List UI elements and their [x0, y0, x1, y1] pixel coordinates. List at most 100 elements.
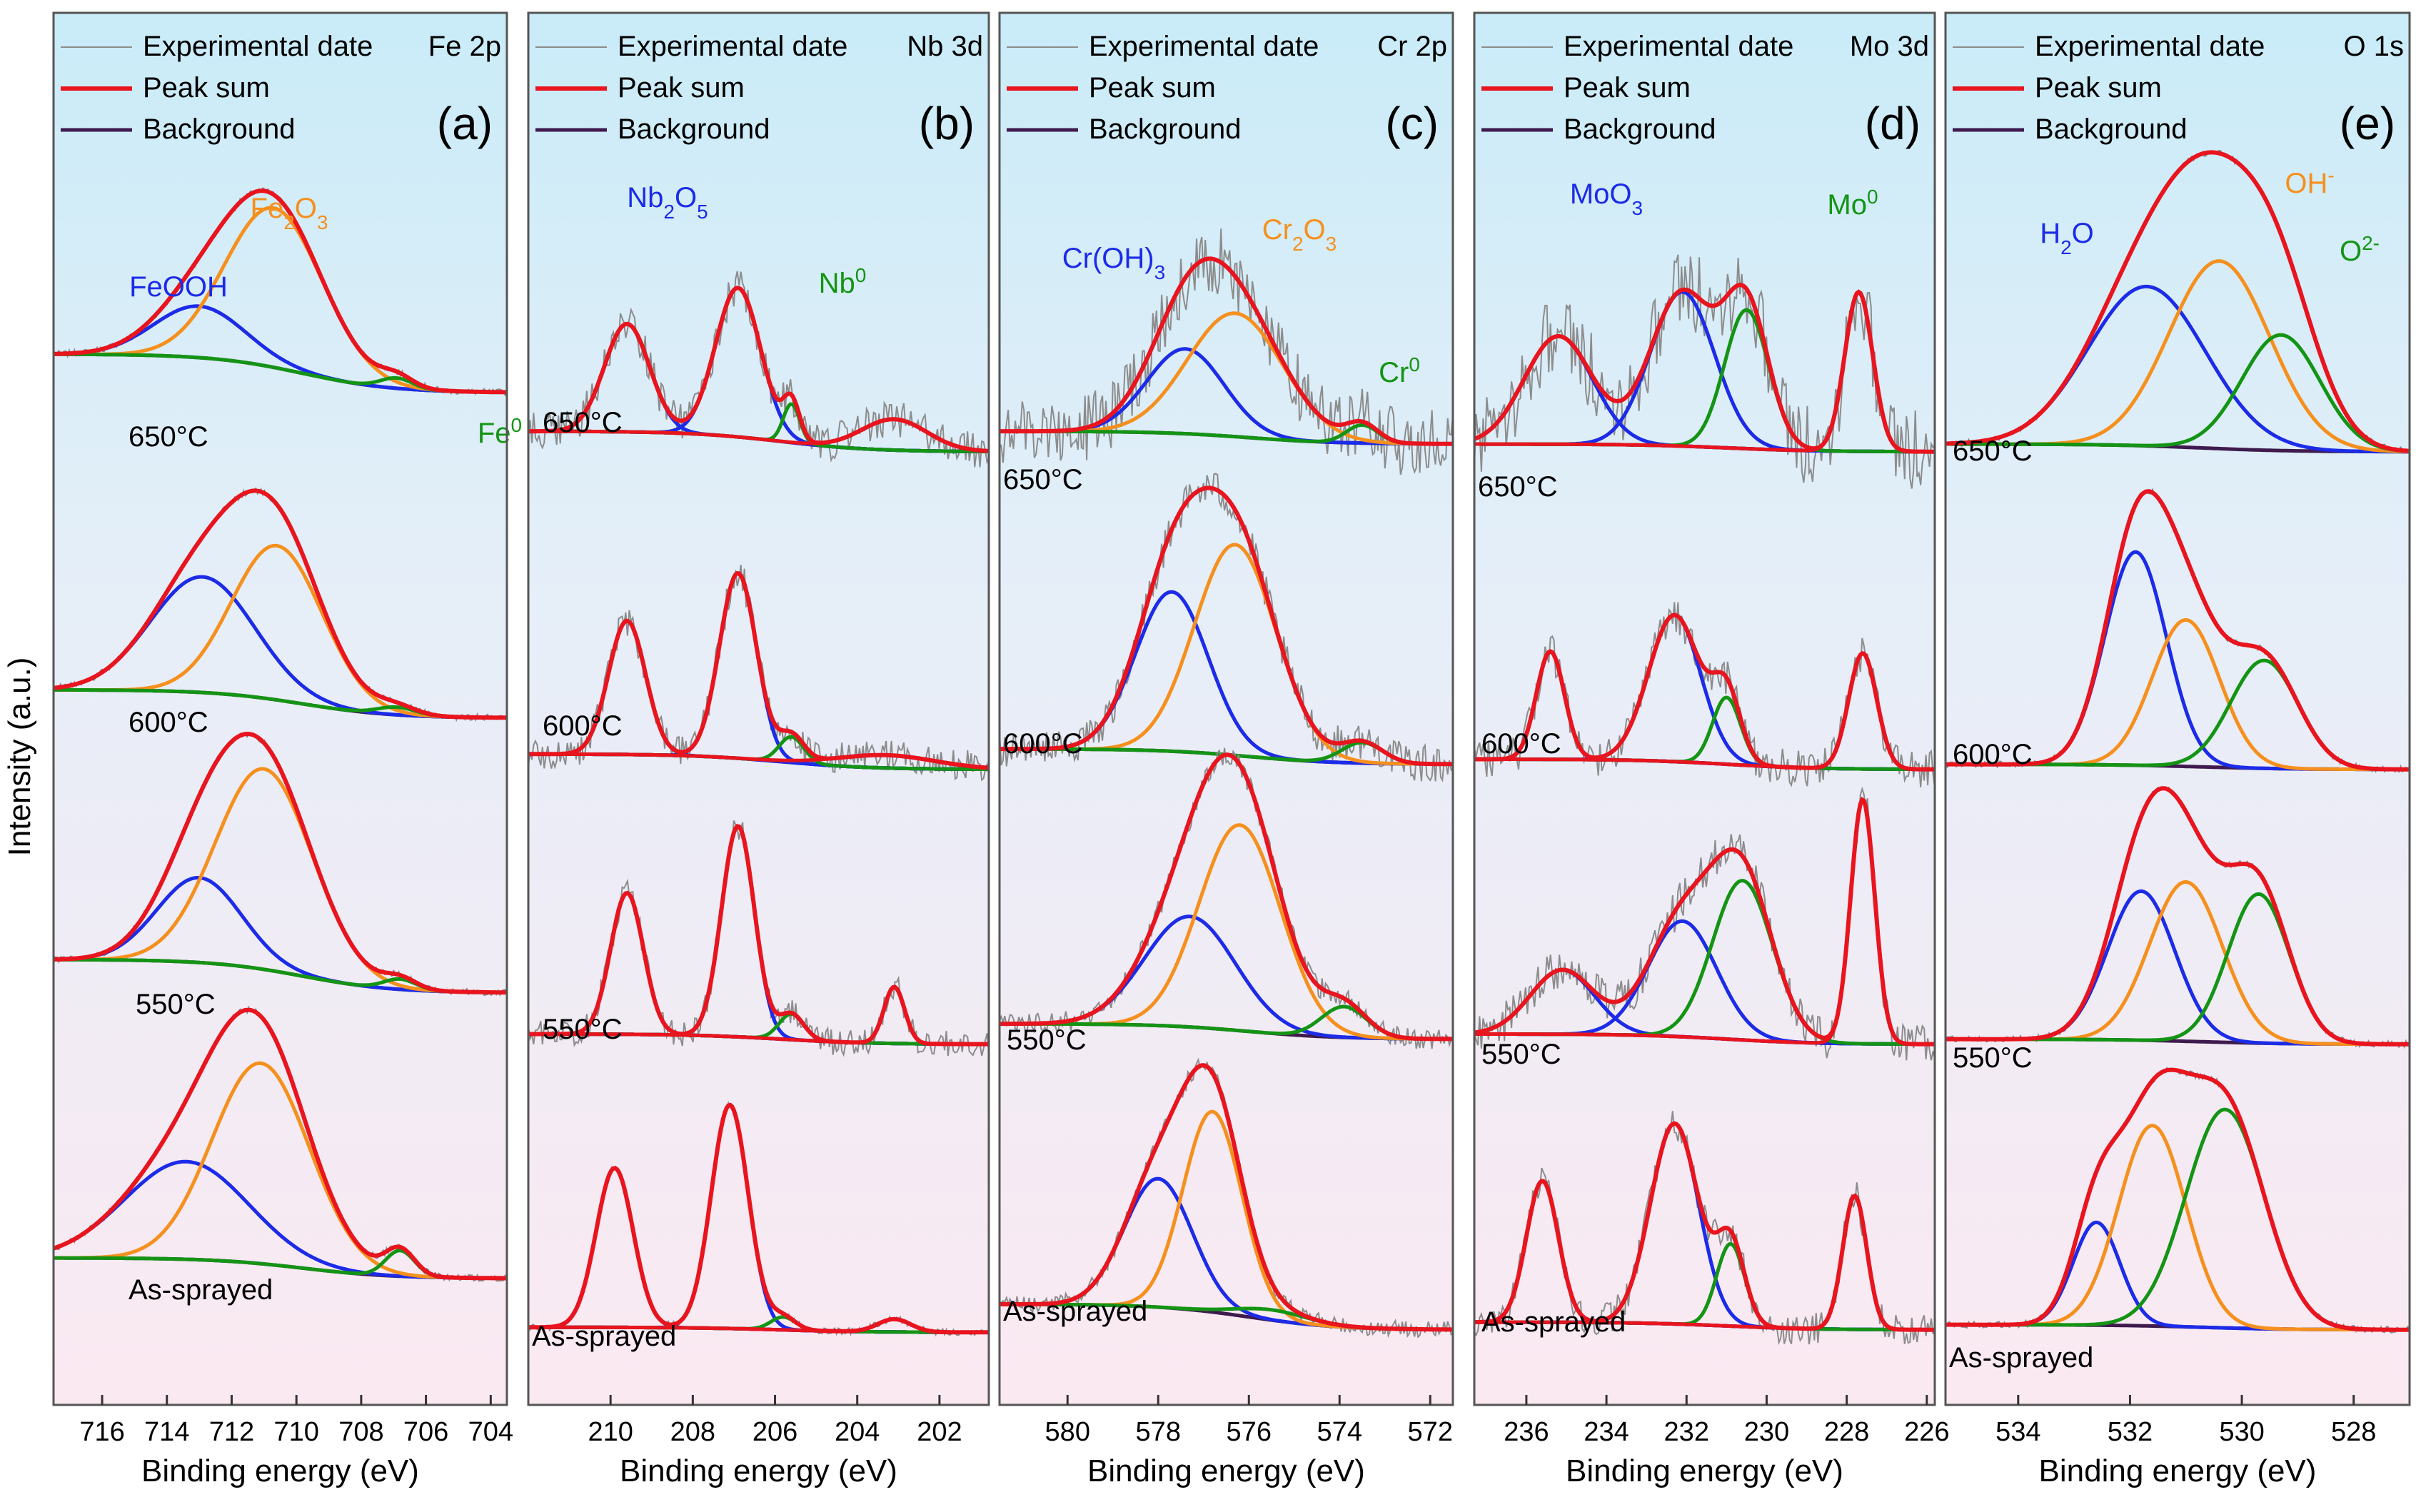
legend-label-background: Background [1564, 114, 1716, 145]
panel-background [1000, 13, 1453, 1405]
panel-title: Mo 3d [1850, 31, 1929, 62]
panel-frame [527, 11, 990, 1406]
x-tick-label: 210 [588, 1417, 633, 1447]
panel-letter: (d) [1865, 98, 1921, 149]
series-label: 550°C [1007, 1024, 1087, 1056]
spectrum-600-c [999, 473, 1454, 782]
legend-label-experimental: Experimental date [618, 31, 847, 62]
spectrum-550-c [1474, 786, 1936, 1061]
peak-label-part: 2 [1292, 233, 1304, 255]
x-tick-label: 712 [209, 1417, 254, 1447]
x-tick-label: 530 [2219, 1417, 2264, 1447]
component-peak-orange [54, 1061, 507, 1280]
legend-label-peak-sum: Peak sum [618, 72, 745, 104]
series-label: 650°C [1478, 471, 1558, 503]
panel-title: O 1s [2344, 31, 2404, 62]
series-label: As-sprayed [532, 1321, 676, 1352]
peak-label-part: O [675, 182, 697, 213]
peak-label-part: H [2040, 218, 2060, 249]
panel-letter: (a) [437, 98, 493, 149]
peak-label-nb: Nb0 [819, 264, 867, 300]
spectrum-600-c [1945, 488, 2410, 774]
x-axis-label: Binding energy (eV) [141, 1453, 419, 1488]
spectrum-as-sprayed [528, 1100, 990, 1337]
x-tick-label: 228 [1824, 1417, 1869, 1447]
legend: Experimental date O 1s Peak sum Background [1953, 31, 2404, 145]
x-tick-label: 572 [1408, 1417, 1453, 1447]
x-tick-label: 716 [79, 1417, 124, 1447]
peak-label-part: Nb [819, 268, 855, 299]
peak-sum-line [1000, 1063, 1453, 1332]
peak-label-nbo: Nb2O5 [627, 182, 708, 223]
spectrum-600-c [53, 487, 508, 722]
experimental-data-line [528, 271, 990, 468]
spectrum-650-c [53, 187, 508, 397]
spectrum-650-c [1945, 149, 2410, 455]
x-tick-label: 230 [1744, 1417, 1789, 1447]
series-label: 600°C [1953, 739, 2033, 770]
x-axis-label: Binding energy (eV) [2039, 1453, 2317, 1488]
series-label: 550°C [1953, 1042, 2033, 1074]
peak-sum-line [1000, 752, 1453, 1042]
x-tick-label: 226 [1904, 1417, 1949, 1447]
legend-label-peak-sum: Peak sum [1564, 72, 1691, 104]
legend-label-background: Background [618, 114, 770, 145]
x-tick-label: 710 [273, 1417, 318, 1447]
peak-sum-line [528, 1102, 989, 1335]
peak-label-part: MoO [1570, 178, 1632, 210]
peak-label-cr-oh: Cr(OH)3 [1062, 243, 1165, 283]
peak-sum-line [1474, 613, 1935, 772]
legend-label-experimental: Experimental date [143, 31, 373, 62]
x-tick-label: 208 [670, 1417, 715, 1447]
series-label: 650°C [129, 421, 208, 453]
peak-label-part: Nb [627, 182, 663, 213]
x-tick-label: 714 [144, 1417, 189, 1447]
panel-a: 650°C 600°C 550°C As-sprayed Experimental da… [52, 11, 522, 1488]
spectrum-650-c [999, 228, 1454, 475]
series-label: As-sprayed [1949, 1342, 2093, 1374]
spectrum-600-c [1474, 602, 1936, 788]
series-label: 600°C [1003, 728, 1083, 760]
peak-label-moo: MoO3 [1570, 178, 1643, 219]
peak-sum-line [528, 570, 990, 770]
peak-sum-line [54, 188, 507, 395]
x-tick-label: 206 [753, 1417, 797, 1447]
spectrum-as-sprayed [1474, 1111, 1936, 1346]
panel-frame [1944, 11, 2411, 1406]
peak-label-ho: H2O [2040, 218, 2094, 258]
panel-letter: (e) [2340, 98, 2395, 149]
series-label: 550°C [1481, 1039, 1561, 1070]
x-axis-label: Binding energy (eV) [1087, 1453, 1365, 1488]
peak-label-part: 2 [283, 211, 295, 233]
peak-label-part: Cr(OH) [1062, 243, 1154, 274]
spectrum-as-sprayed [999, 1057, 1454, 1339]
x-tick-label: 708 [338, 1417, 383, 1447]
series-label: 600°C [129, 707, 208, 738]
spectrum-650-c [1473, 254, 1936, 489]
panel-title: Fe 2p [428, 31, 501, 62]
x-axis-label: Binding energy (eV) [1566, 1453, 1843, 1488]
spectrum-650-c [528, 271, 990, 468]
panel-frame [52, 11, 508, 1406]
peak-label-part: Fe [251, 193, 284, 224]
peak-label-part: 5 [697, 201, 708, 223]
x-tick-label: 574 [1317, 1417, 1362, 1447]
panel-background [528, 13, 989, 1405]
peak-sum-line [528, 286, 990, 453]
x-tick-label: 202 [917, 1417, 962, 1447]
peak-label-feo: Fe2O3 [251, 193, 328, 233]
peak-label-fe: Fe0 [478, 414, 522, 450]
peak-label-mo: Mo0 [1827, 186, 1878, 221]
legend-label-background: Background [1089, 114, 1241, 145]
series-label: 550°C [543, 1014, 623, 1045]
peak-sum-line [1946, 150, 2410, 453]
peak-sum-line [1474, 796, 1935, 1047]
peak-label-part: O [2340, 236, 2362, 267]
experimental-data-line [999, 473, 1454, 782]
x-tick-label: 576 [1227, 1417, 1272, 1447]
peak-label-part: Mo [1827, 189, 1867, 221]
series-label: 650°C [1953, 435, 2033, 467]
legend: Experimental date Nb 3d Peak sum Background [535, 31, 983, 145]
x-tick-label: 532 [2108, 1417, 2153, 1447]
peak-label-o: O2- [2340, 232, 2380, 268]
